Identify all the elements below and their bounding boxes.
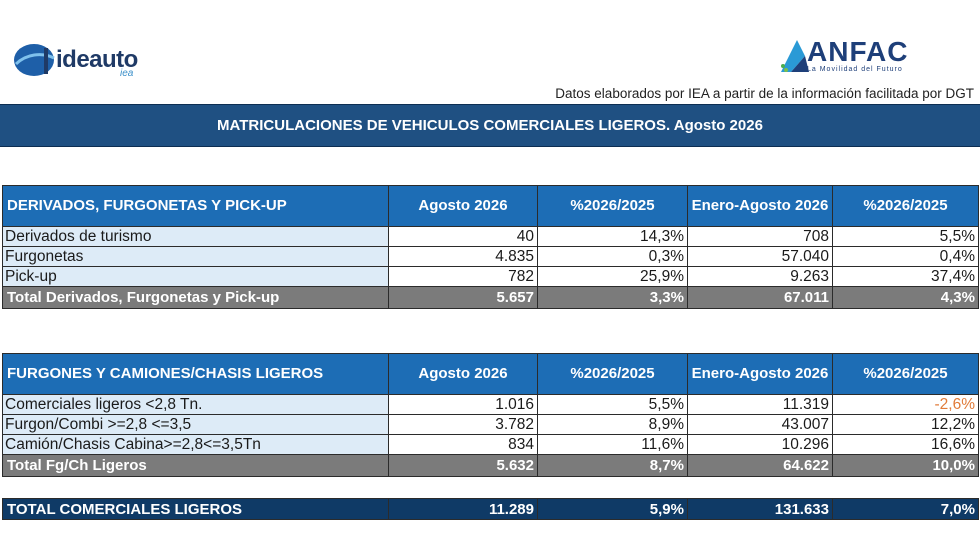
anfac-triangle-icon <box>781 40 809 72</box>
cell-ytd-pct: 0,4% <box>832 246 979 267</box>
report-title-banner: MATRICULACIONES DE VEHICULOS COMERCIALES… <box>0 104 980 147</box>
table-header-row: FURGONES Y CAMIONES/CHASIS LIGEROS Agost… <box>2 353 979 395</box>
header-month: Agosto 2026 <box>388 353 538 395</box>
cell-ytd: 57.040 <box>687 246 833 267</box>
total-month-pct: 3,3% <box>537 286 688 309</box>
anfac-logo: ANFAC La Movilidad del Futuro <box>777 36 937 78</box>
table-total-row: Total Derivados, Furgonetas y Pick-up 5.… <box>2 286 979 309</box>
cell-ytd-pct: -2,6% <box>832 394 979 415</box>
total-label: Total Derivados, Furgonetas y Pick-up <box>2 286 389 309</box>
report-title: MATRICULACIONES DE VEHICULOS COMERCIALES… <box>217 117 763 134</box>
table-row: Comerciales ligeros <2,8 Tn. 1.016 5,5% … <box>2 394 979 415</box>
grand-total-ytd: 131.633 <box>687 498 833 520</box>
cell-month-pct: 5,5% <box>537 394 688 415</box>
total-ytd: 67.011 <box>687 286 833 309</box>
header-category: DERIVADOS, FURGONETAS Y PICK-UP <box>2 185 389 227</box>
table-furgones-camiones: FURGONES Y CAMIONES/CHASIS LIGEROS Agost… <box>2 353 979 477</box>
header-month: Agosto 2026 <box>388 185 538 227</box>
table-row: Furgonetas 4.835 0,3% 57.040 0,4% <box>2 246 979 267</box>
header-ytd-pct: %2026/2025 <box>832 353 979 395</box>
cell-month-pct: 25,9% <box>537 266 688 287</box>
source-note: Datos elaborados por IEA a partir de la … <box>555 86 974 101</box>
total-ytd-pct: 10,0% <box>832 454 979 477</box>
table-header-row: DERIVADOS, FURGONETAS Y PICK-UP Agosto 2… <box>2 185 979 227</box>
grand-total-month: 11.289 <box>388 498 538 520</box>
table-derivados-furgonetas-pickup: DERIVADOS, FURGONETAS Y PICK-UP Agosto 2… <box>2 185 979 309</box>
row-label: Comerciales ligeros <2,8 Tn. <box>2 394 389 415</box>
grand-total-row: TOTAL COMERCIALES LIGEROS 11.289 5,9% 13… <box>2 498 979 520</box>
cell-ytd: 708 <box>687 226 833 247</box>
header-category: FURGONES Y CAMIONES/CHASIS LIGEROS <box>2 353 389 395</box>
cell-ytd-pct: 5,5% <box>832 226 979 247</box>
cell-month-pct: 14,3% <box>537 226 688 247</box>
cell-ytd: 10.296 <box>687 434 833 455</box>
row-label: Derivados de turismo <box>2 226 389 247</box>
grand-total-ytd-pct: 7,0% <box>832 498 979 520</box>
table-row: Camión/Chasis Cabina>=2,8<=3,5Tn 834 11,… <box>2 434 979 455</box>
cell-ytd-pct: 37,4% <box>832 266 979 287</box>
header-month-pct: %2026/2025 <box>537 185 688 227</box>
cell-month: 834 <box>388 434 538 455</box>
row-label: Furgonetas <box>2 246 389 267</box>
total-ytd-pct: 4,3% <box>832 286 979 309</box>
table-row: Derivados de turismo 40 14,3% 708 5,5% <box>2 226 979 247</box>
cell-month: 1.016 <box>388 394 538 415</box>
table-grand-total: TOTAL COMERCIALES LIGEROS 11.289 5,9% 13… <box>2 498 979 520</box>
cell-ytd-pct: 16,6% <box>832 434 979 455</box>
total-month-pct: 8,7% <box>537 454 688 477</box>
ideauto-logo: ideauto iea <box>12 38 162 82</box>
total-label: Total Fg/Ch Ligeros <box>2 454 389 477</box>
row-label: Furgon/Combi >=2,8 <=3,5 <box>2 414 389 435</box>
table-row: Furgon/Combi >=2,8 <=3,5 3.782 8,9% 43.0… <box>2 414 979 435</box>
cell-ytd-pct: 12,2% <box>832 414 979 435</box>
header-month-pct: %2026/2025 <box>537 353 688 395</box>
header-ytd: Enero-Agosto 2026 <box>687 353 833 395</box>
ideauto-subtitle: iea <box>120 68 134 79</box>
cell-ytd: 11.319 <box>687 394 833 415</box>
total-month: 5.632 <box>388 454 538 477</box>
header-ytd: Enero-Agosto 2026 <box>687 185 833 227</box>
total-ytd: 64.622 <box>687 454 833 477</box>
anfac-wordmark: ANFAC <box>807 36 909 67</box>
ideauto-wordmark: ideauto <box>56 46 138 73</box>
table-total-row: Total Fg/Ch Ligeros 5.632 8,7% 64.622 10… <box>2 454 979 477</box>
cell-month-pct: 0,3% <box>537 246 688 267</box>
cell-month: 3.782 <box>388 414 538 435</box>
cell-month: 40 <box>388 226 538 247</box>
table-row: Pick-up 782 25,9% 9.263 37,4% <box>2 266 979 287</box>
cell-ytd: 43.007 <box>687 414 833 435</box>
row-label: Pick-up <box>2 266 389 287</box>
header-ytd-pct: %2026/2025 <box>832 185 979 227</box>
cell-ytd: 9.263 <box>687 266 833 287</box>
cell-month-pct: 11,6% <box>537 434 688 455</box>
grand-total-month-pct: 5,9% <box>537 498 688 520</box>
cell-month-pct: 8,9% <box>537 414 688 435</box>
grand-total-label: TOTAL COMERCIALES LIGEROS <box>2 498 389 520</box>
total-month: 5.657 <box>388 286 538 309</box>
ideauto-globe-icon <box>14 44 55 76</box>
cell-month: 4.835 <box>388 246 538 267</box>
cell-month: 782 <box>388 266 538 287</box>
row-label: Camión/Chasis Cabina>=2,8<=3,5Tn <box>2 434 389 455</box>
anfac-tagline: La Movilidad del Futuro <box>807 66 903 73</box>
